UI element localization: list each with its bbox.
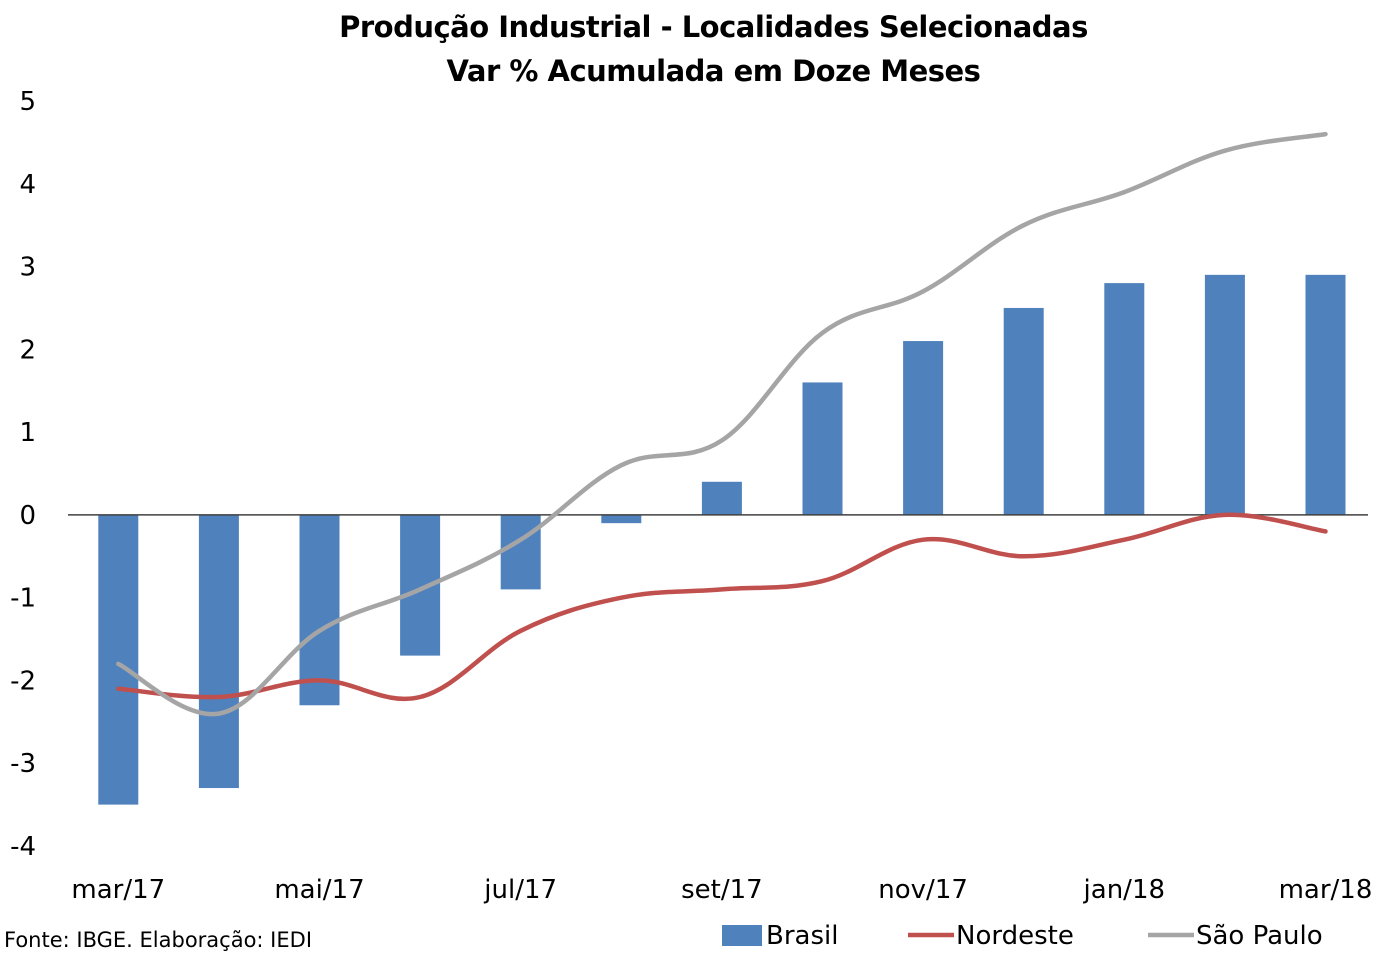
bar-fev-18 xyxy=(1204,274,1245,515)
chart-title: Produção Industrial - Localidades Seleci… xyxy=(339,10,1088,44)
y-tick-label: 2 xyxy=(19,335,36,365)
x-tick-label: mar/18 xyxy=(1279,875,1373,905)
bar-dez-17 xyxy=(1003,307,1044,515)
series-lines xyxy=(116,131,1328,717)
series-line-sopaulo xyxy=(116,131,1328,717)
y-tick-label: 1 xyxy=(19,418,36,448)
y-tick-label: -4 xyxy=(10,832,36,862)
source-note: Fonte: IBGE. Elaboração: IEDI xyxy=(4,928,313,952)
y-tick-label: -2 xyxy=(10,666,36,696)
chart-subtitle: Var % Acumulada em Doze Meses xyxy=(446,54,981,88)
y-axis-ticks: 5 4 3 2 1 0 -1 -2 -3 -4 xyxy=(10,87,36,862)
x-tick-label: nov/17 xyxy=(878,875,968,905)
bar-jul-17 xyxy=(500,514,541,590)
y-tick-label: 3 xyxy=(19,253,36,283)
legend-label-brasil: Brasil xyxy=(766,921,838,951)
bar-mai-17 xyxy=(299,514,340,706)
y-tick-label: -1 xyxy=(10,584,36,614)
bar-ago-17 xyxy=(601,514,642,524)
bar-out-17 xyxy=(802,382,843,515)
bar-jan-18 xyxy=(1104,283,1145,515)
bar-nov-17 xyxy=(903,341,944,515)
x-tick-label: mar/17 xyxy=(71,875,165,905)
bar-set-17 xyxy=(701,481,742,515)
y-tick-label: 0 xyxy=(19,501,36,531)
x-axis-ticks: mar/17 mai/17 jul/17 set/17 nov/17 jan/18 mar/… xyxy=(71,875,1372,905)
legend-label-nordeste: Nordeste xyxy=(956,921,1074,951)
y-tick-label: 4 xyxy=(19,170,36,200)
bar-mar-18 xyxy=(1305,274,1346,515)
x-tick-label: jul/17 xyxy=(483,875,557,905)
legend-marker-brasil xyxy=(722,925,762,946)
x-tick-label: set/17 xyxy=(681,875,763,905)
x-tick-label: jan/18 xyxy=(1083,875,1165,905)
series-line-nordeste xyxy=(116,512,1328,702)
legend: Brasil Nordeste São Paulo xyxy=(722,921,1323,951)
bar-mar-17 xyxy=(98,514,139,805)
brasil-bars xyxy=(98,274,1346,805)
x-tick-label: mai/17 xyxy=(274,875,364,905)
y-tick-label: -3 xyxy=(10,749,36,779)
y-tick-label: 5 xyxy=(19,87,36,117)
legend-label-sopaulo: São Paulo xyxy=(1196,921,1323,951)
bar-abr-17 xyxy=(198,514,239,789)
